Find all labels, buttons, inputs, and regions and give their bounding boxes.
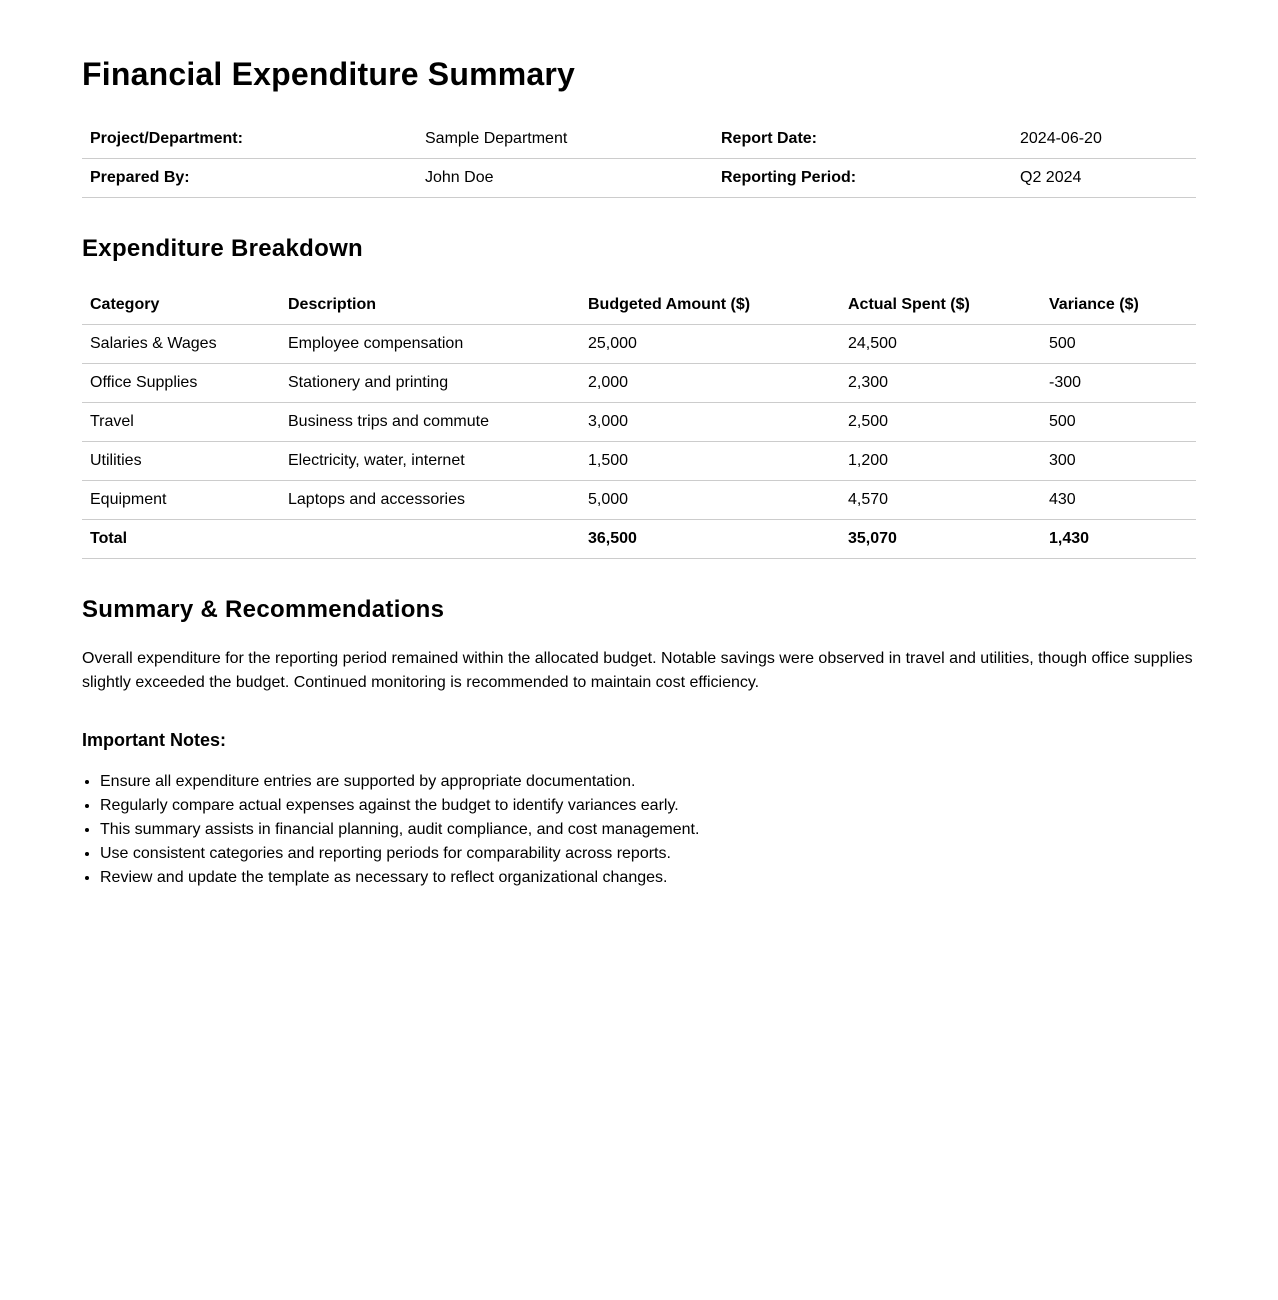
table-cell: 3,000 [580, 402, 840, 442]
table-cell: Business trips and commute [280, 402, 580, 442]
notes-heading: Important Notes: [82, 730, 226, 750]
column-header: Description [280, 286, 580, 325]
table-cell: 4,570 [840, 480, 1041, 520]
table-cell: 25,000 [580, 324, 840, 364]
meta-value: John Doe [417, 158, 713, 198]
table-cell: Laptops and accessories [280, 480, 580, 520]
page-title: Financial Expenditure Summary [82, 56, 576, 92]
table-cell: 430 [1041, 480, 1196, 520]
summary-paragraph: Overall expenditure for the reporting pe… [82, 650, 1193, 691]
table-cell: Total [82, 519, 280, 559]
table-cell: 36,500 [580, 519, 840, 559]
meta-value: 2024-06-20 [1012, 120, 1196, 159]
table-cell: 300 [1041, 441, 1196, 481]
table-cell: 1,200 [840, 441, 1041, 481]
table-cell: 35,070 [840, 519, 1041, 559]
table-cell: 500 [1041, 402, 1196, 442]
table-cell: 24,500 [840, 324, 1041, 364]
table-row: Salaries & Wages Employee compensation 25,… [82, 324, 1196, 364]
section-heading-summary: Summary & Recommendations [82, 596, 445, 623]
table-cell: Utilities [82, 441, 280, 481]
list-item: Use consistent categories and reporting … [100, 842, 699, 866]
table-cell: 1,500 [580, 441, 840, 481]
table-cell: 1,430 [1041, 519, 1196, 559]
column-header: Actual Spent ($) [840, 286, 1041, 325]
meta-row: Project/Department: Sample Department Re… [82, 120, 1196, 159]
table-row: Utilities Electricity, water, internet 1,5… [82, 441, 1196, 481]
table-row: Travel Business trips and commute 3,000 2,5… [82, 402, 1196, 442]
table-cell: Employee compensation [280, 324, 580, 364]
list-item: Regularly compare actual expenses agains… [100, 794, 699, 818]
notes-list: Ensure all expenditure entries are suppo… [82, 770, 699, 890]
table-cell: 2,000 [580, 363, 840, 403]
meta-label: Reporting Period: [713, 158, 1012, 198]
meta-label: Prepared By: [82, 158, 417, 198]
table-cell [280, 519, 580, 559]
table-row: Office Supplies Stationery and printing 2,… [82, 363, 1196, 403]
table-cell: Equipment [82, 480, 280, 520]
table-cell: 2,500 [840, 402, 1041, 442]
list-item: This summary assists in financial planni… [100, 818, 699, 842]
expenditure-table: Category Description Budgeted Amount ($)… [82, 286, 1196, 559]
table-cell: Office Supplies [82, 363, 280, 403]
table-row: Equipment Laptops and accessories 5,000 4,5… [82, 480, 1196, 520]
section-heading-breakdown: Expenditure Breakdown [82, 235, 364, 262]
table-header-row: Category Description Budgeted Amount ($)… [82, 286, 1196, 325]
meta-table: Project/Department: Sample Department Re… [82, 120, 1196, 198]
meta-value: Sample Department [417, 120, 713, 159]
meta-value: Q2 2024 [1012, 158, 1196, 198]
table-cell: Travel [82, 402, 280, 442]
column-header: Budgeted Amount ($) [580, 286, 840, 325]
table-cell: 2,300 [840, 363, 1041, 403]
meta-label: Report Date: [713, 120, 1012, 159]
list-item: Review and update the template as necess… [100, 866, 699, 890]
table-cell: 5,000 [580, 480, 840, 520]
table-cell: Electricity, water, internet [280, 441, 580, 481]
meta-row: Prepared By: John Doe Reporting Period: … [82, 158, 1196, 198]
list-item: Ensure all expenditure entries are suppo… [100, 770, 699, 794]
table-cell: -300 [1041, 363, 1196, 403]
total-row: Total 36,500 35,070 1,430 [82, 519, 1196, 559]
table-cell: Stationery and printing [280, 363, 580, 403]
table-cell: Salaries & Wages [82, 324, 280, 364]
column-header: Variance ($) [1041, 286, 1196, 325]
meta-label: Project/Department: [82, 120, 417, 159]
column-header: Category [82, 286, 280, 325]
table-cell: 500 [1041, 324, 1196, 364]
